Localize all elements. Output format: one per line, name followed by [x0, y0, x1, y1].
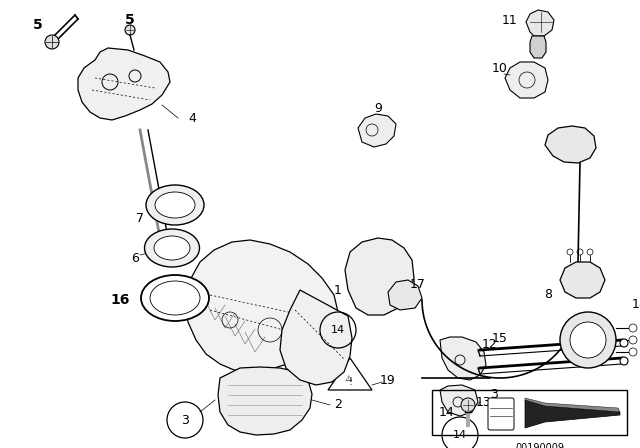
Text: 10: 10	[492, 61, 508, 74]
Polygon shape	[530, 36, 546, 58]
Polygon shape	[78, 48, 170, 120]
Ellipse shape	[154, 236, 190, 260]
Text: 4: 4	[188, 112, 196, 125]
Text: 5: 5	[33, 18, 43, 32]
Circle shape	[461, 398, 475, 412]
Text: 9: 9	[374, 102, 382, 115]
Text: 1: 1	[334, 284, 342, 297]
Circle shape	[577, 249, 583, 255]
Circle shape	[570, 322, 606, 358]
Text: 3: 3	[490, 388, 498, 401]
Polygon shape	[388, 280, 422, 310]
Text: !: !	[348, 377, 352, 387]
Polygon shape	[505, 62, 548, 98]
Circle shape	[125, 25, 135, 35]
Bar	[432, 390, 627, 435]
Polygon shape	[440, 385, 478, 416]
Text: 7: 7	[136, 211, 144, 224]
Text: 3: 3	[181, 414, 189, 426]
Circle shape	[629, 348, 637, 356]
Text: 6: 6	[131, 251, 139, 264]
Polygon shape	[440, 337, 486, 380]
Polygon shape	[526, 10, 554, 36]
Text: 8: 8	[544, 289, 552, 302]
Circle shape	[629, 324, 637, 332]
Text: 19: 19	[380, 374, 396, 387]
Circle shape	[629, 336, 637, 344]
Polygon shape	[280, 290, 352, 385]
Circle shape	[620, 357, 628, 365]
Circle shape	[560, 312, 616, 368]
Polygon shape	[218, 367, 312, 435]
Circle shape	[567, 249, 573, 255]
Polygon shape	[525, 400, 620, 428]
Text: 00190009: 00190009	[515, 443, 564, 448]
Text: 11: 11	[502, 13, 518, 26]
Text: 2: 2	[334, 399, 342, 412]
Ellipse shape	[141, 275, 209, 321]
Polygon shape	[545, 126, 596, 163]
Polygon shape	[560, 262, 605, 298]
Circle shape	[587, 249, 593, 255]
Text: 14: 14	[453, 430, 467, 440]
Ellipse shape	[146, 185, 204, 225]
Ellipse shape	[150, 281, 200, 315]
Text: 18: 18	[632, 298, 640, 311]
Text: 15: 15	[492, 332, 508, 345]
Ellipse shape	[145, 229, 200, 267]
Text: 5: 5	[125, 13, 135, 27]
Polygon shape	[525, 398, 620, 412]
Ellipse shape	[155, 192, 195, 218]
Polygon shape	[186, 240, 338, 372]
Text: ⚠: ⚠	[344, 374, 352, 383]
Text: 13: 13	[476, 396, 492, 409]
Circle shape	[620, 339, 628, 347]
Text: 16: 16	[110, 293, 130, 307]
Polygon shape	[358, 114, 396, 147]
Text: 12: 12	[482, 339, 498, 352]
FancyBboxPatch shape	[488, 398, 514, 430]
Polygon shape	[345, 238, 414, 315]
Text: 14: 14	[439, 405, 455, 418]
Text: 17: 17	[410, 279, 426, 292]
Text: 14: 14	[331, 325, 345, 335]
Circle shape	[45, 35, 59, 49]
